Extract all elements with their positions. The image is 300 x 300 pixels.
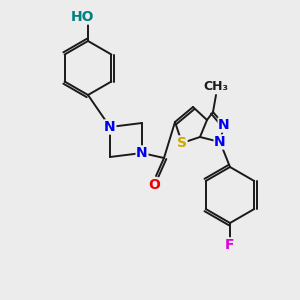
Text: F: F (225, 238, 235, 252)
Text: N: N (214, 135, 226, 149)
Text: CH₃: CH₃ (203, 80, 229, 92)
Text: N: N (136, 146, 148, 160)
Text: N: N (218, 118, 230, 132)
Text: HO: HO (71, 10, 95, 24)
Text: O: O (148, 178, 160, 192)
Text: S: S (177, 136, 187, 150)
Text: N: N (104, 120, 116, 134)
